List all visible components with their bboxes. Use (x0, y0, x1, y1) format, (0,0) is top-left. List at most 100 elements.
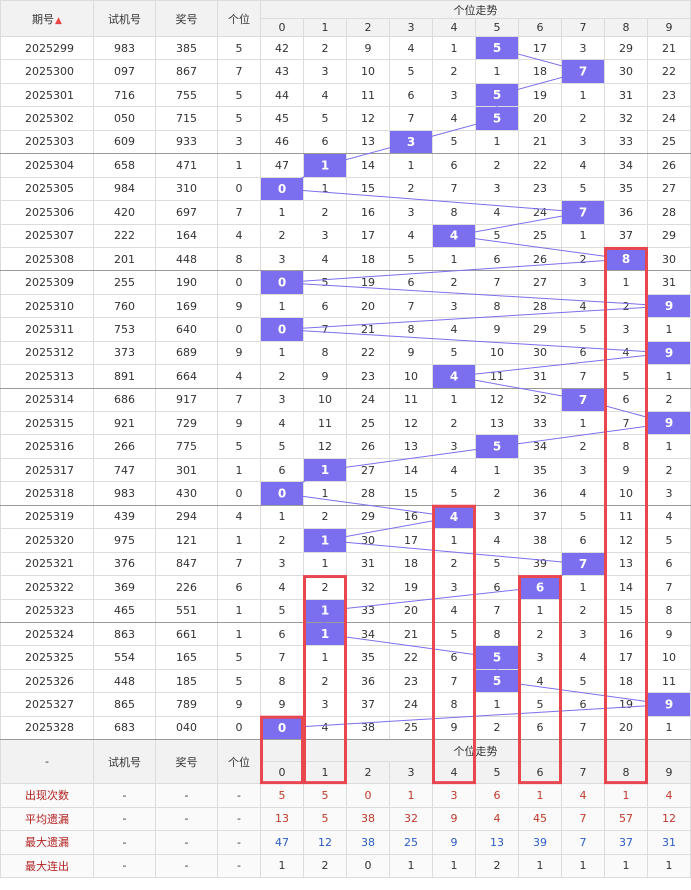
footer-digit-3: 3 (389, 761, 433, 785)
trial-cell: 686 (93, 387, 156, 413)
prize-cell: 040 (155, 715, 218, 741)
hit-ball: 5 (475, 668, 519, 694)
stats-value: 1 (432, 853, 476, 879)
table-row: 2025322 369 226 6 4 2 32 19 3 6 6 1 14 7 (0, 575, 691, 600)
stats-dash: - (155, 783, 218, 808)
trial-cell: 658 (93, 153, 156, 178)
miss-cell: 12 (346, 106, 390, 131)
miss-cell: 37 (518, 504, 562, 530)
period-cell: 2025312 (0, 340, 94, 366)
trial-cell: 865 (93, 692, 156, 717)
miss-cell: 28 (647, 200, 691, 225)
prize-cell: 190 (155, 270, 218, 295)
table-row: 2025306 420 697 7 1 2 16 3 8 4 24 7 36 28 (0, 200, 691, 225)
prize-cell: 164 (155, 223, 218, 248)
footer-digit-1: 1 (303, 761, 347, 785)
table-row: 2025303 609 933 3 46 6 13 3 5 1 21 3 33 25 (0, 129, 691, 155)
miss-cell: 1 (432, 35, 476, 61)
digit-header-3: 3 (389, 18, 433, 37)
table-row: 2025328 683 040 0 0 4 38 25 9 2 6 7 20 1 (0, 715, 691, 741)
period-cell: 2025328 (0, 715, 94, 741)
prize-cell: 917 (155, 387, 218, 413)
miss-cell: 4 (604, 340, 648, 366)
unit-cell: 9 (217, 293, 261, 319)
stats-value: 38 (346, 830, 390, 855)
miss-cell: 8 (432, 692, 476, 717)
miss-cell: 27 (518, 270, 562, 295)
miss-cell: 1 (475, 457, 519, 483)
footer-digit-5: 5 (475, 761, 519, 785)
unit-cell: 3 (217, 129, 261, 155)
stats-label: 出现次数 (0, 783, 94, 808)
stats-dash: - (93, 853, 156, 879)
miss-cell: 42 (260, 35, 304, 61)
miss-cell: 7 (432, 176, 476, 202)
miss-cell: 5 (389, 59, 433, 84)
miss-cell: 13 (475, 410, 519, 436)
miss-cell: 2 (303, 200, 347, 225)
trial-cell: 439 (93, 504, 156, 530)
footer-digit-6: 6 (518, 761, 562, 785)
stats-label: 最大连出 (0, 853, 94, 879)
col-period-header[interactable]: 期号▲ (0, 0, 94, 37)
hit-ball: 3 (389, 129, 433, 155)
miss-cell: 4 (475, 200, 519, 225)
miss-cell: 1 (561, 575, 605, 600)
miss-cell: 34 (604, 153, 648, 178)
prize-cell: 471 (155, 153, 218, 178)
footer-digit-2: 2 (346, 761, 390, 785)
miss-cell: 4 (303, 715, 347, 741)
prize-cell: 640 (155, 317, 218, 342)
footer-digit-0: 0 (260, 761, 304, 785)
trial-cell: 984 (93, 176, 156, 202)
miss-cell: 18 (346, 246, 390, 272)
miss-cell: 32 (346, 575, 390, 600)
table-row: 2025314 686 917 7 3 10 24 11 1 12 32 7 6 2 (0, 387, 691, 413)
period-cell: 2025309 (0, 270, 94, 295)
period-cell: 2025325 (0, 645, 94, 670)
miss-cell: 30 (604, 59, 648, 84)
prize-cell: 867 (155, 59, 218, 84)
miss-cell: 4 (561, 293, 605, 319)
miss-cell: 11 (303, 410, 347, 436)
miss-cell: 2 (561, 598, 605, 623)
miss-cell: 3 (389, 200, 433, 225)
miss-cell: 7 (561, 364, 605, 389)
period-cell: 2025311 (0, 317, 94, 342)
trial-cell: 975 (93, 528, 156, 553)
period-cell: 2025299 (0, 35, 94, 61)
footer-header-row: - 试机号 奖号 个位 个位走势 (0, 739, 691, 785)
miss-cell: 5 (604, 364, 648, 389)
unit-cell: 5 (217, 434, 261, 459)
miss-cell: 5 (432, 129, 476, 155)
miss-cell: 24 (518, 200, 562, 225)
period-cell: 2025305 (0, 176, 94, 202)
miss-cell: 38 (518, 528, 562, 553)
miss-cell: 1 (475, 692, 519, 717)
stats-dash: - (217, 806, 261, 832)
trial-cell: 448 (93, 668, 156, 694)
stats-value: 12 (647, 806, 691, 832)
miss-cell: 20 (389, 598, 433, 623)
unit-cell: 0 (217, 715, 261, 741)
miss-cell: 2 (647, 387, 691, 413)
miss-cell: 21 (518, 129, 562, 155)
stats-value: 1 (561, 853, 605, 879)
unit-cell: 5 (217, 82, 261, 108)
miss-cell: 3 (303, 223, 347, 248)
miss-cell: 2 (432, 270, 476, 295)
miss-cell: 2 (432, 551, 476, 577)
table-row: 2025313 891 664 4 2 9 23 10 4 11 31 7 5 1 (0, 364, 691, 389)
miss-cell: 17 (346, 223, 390, 248)
period-cell: 2025306 (0, 200, 94, 225)
miss-cell: 36 (346, 668, 390, 694)
stats-value: 32 (389, 806, 433, 832)
miss-cell: 4 (303, 246, 347, 272)
miss-cell: 8 (475, 293, 519, 319)
miss-cell: 34 (518, 434, 562, 459)
miss-cell: 5 (432, 481, 476, 506)
miss-cell: 6 (561, 692, 605, 717)
sort-icon[interactable]: ▲ (55, 15, 62, 26)
miss-cell: 7 (432, 668, 476, 694)
prize-cell: 661 (155, 621, 218, 647)
